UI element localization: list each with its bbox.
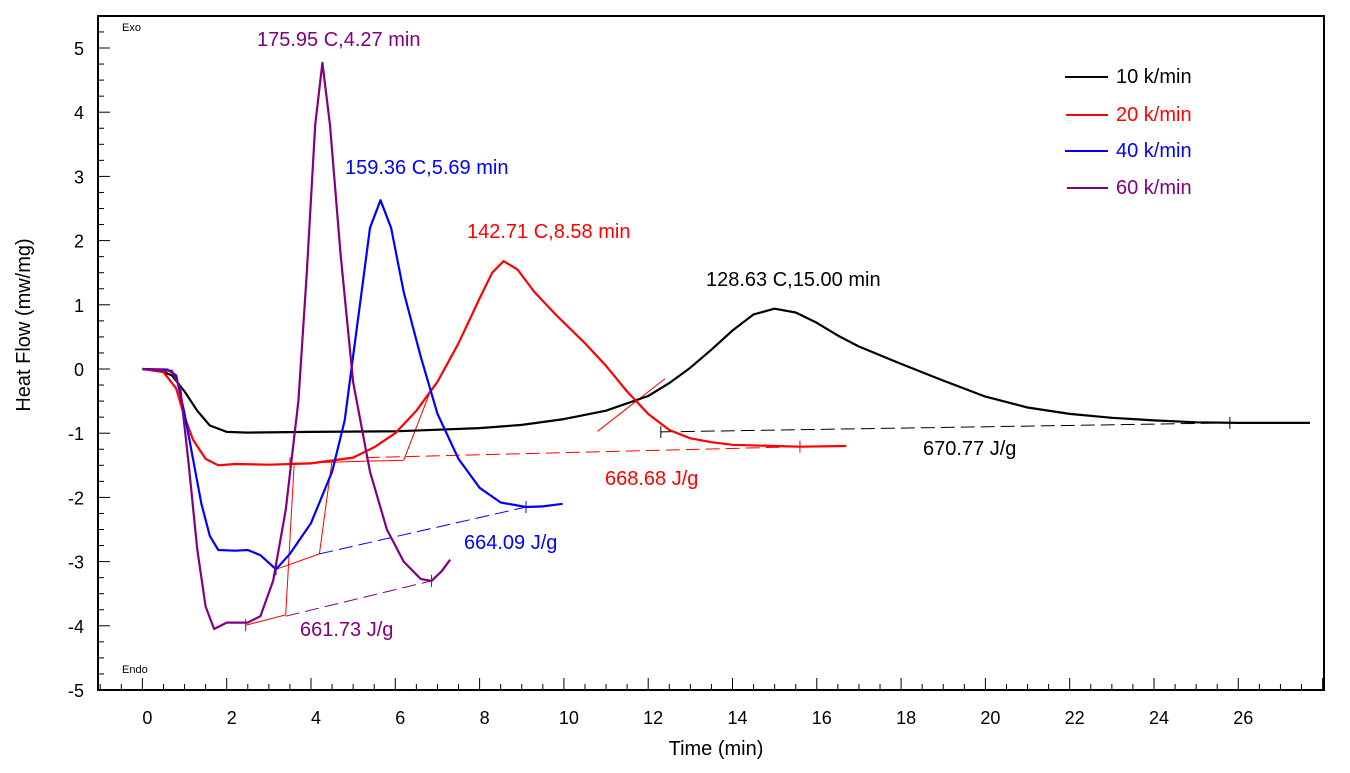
endo-label: Endo (122, 664, 148, 676)
x-tick-label: 20 (980, 708, 1000, 728)
exo-label: Exo (122, 22, 141, 34)
x-tick-label: 14 (727, 708, 747, 728)
x-tick-label: 18 (896, 708, 916, 728)
enthalpy-label-60: 661.73 J/g (300, 619, 393, 641)
x-tick-label: 0 (142, 708, 152, 728)
y-axis-ticks (98, 31, 110, 691)
y-tick-label: -4 (68, 617, 84, 637)
y-tick-label: 2 (74, 232, 84, 252)
x-tick-label: 4 (311, 708, 321, 728)
x-axis-ticks (99, 678, 1324, 690)
enthalpy-label-10: 670.77 J/g (923, 438, 1016, 460)
x-tick-label: 12 (643, 708, 663, 728)
y-tick-label: -3 (68, 553, 84, 573)
y-tick-label: 5 (74, 39, 84, 59)
series-line-60 (142, 61, 451, 631)
x-tick-label: 8 (480, 708, 490, 728)
baseline-10 (660, 422, 1230, 433)
series-line-20 (142, 260, 847, 467)
baselines (285, 422, 1230, 617)
legend-label-10: 10 k/min (1116, 66, 1192, 88)
y-tick-label: 4 (74, 103, 84, 123)
construction-line (289, 394, 430, 464)
baseline-40 (319, 506, 527, 555)
construction-line (245, 465, 295, 626)
x-tick-label: 22 (1065, 708, 1085, 728)
y-tick-label: 0 (74, 360, 84, 380)
legend-label-20: 20 k/min (1116, 104, 1192, 126)
x-tick-label: 6 (395, 708, 405, 728)
x-tick-label: 16 (812, 708, 832, 728)
enthalpy-label-40: 664.09 J/g (464, 532, 557, 554)
x-axis-tick-labels: 0 2 4 6 8 10 12 14 16 18 20 22 24 26 (142, 708, 1253, 728)
enthalpy-label-20: 668.68 J/g (605, 468, 698, 490)
x-tick-label: 10 (559, 708, 579, 728)
peak-label-40: 159.36 C,5.69 min (345, 157, 508, 179)
y-tick-label: 1 (74, 296, 84, 316)
peak-label-20: 142.71 C,8.58 min (467, 221, 630, 243)
baseline-20 (365, 446, 800, 459)
peak-label-60: 175.95 C,4.27 min (257, 29, 420, 51)
y-tick-label: 3 (74, 167, 84, 187)
construction-lines (245, 378, 666, 626)
legend: 10 k/min 20 k/min 40 k/min 60 k/min (1065, 66, 1192, 199)
x-tick-label: 26 (1233, 708, 1253, 728)
legend-label-60: 60 k/min (1116, 177, 1192, 199)
y-tick-label: -2 (68, 488, 84, 508)
series-lines (142, 61, 1310, 631)
x-tick-label: 2 (227, 708, 237, 728)
y-axis-title: Heat Flow (mw/mg) (13, 238, 35, 411)
x-axis-title: Time (min) (669, 738, 764, 760)
series-line-40 (142, 199, 563, 571)
baseline-markers (245, 416, 1231, 632)
series-line-10 (142, 307, 1310, 434)
y-tick-label: -5 (68, 681, 84, 701)
legend-label-40: 40 k/min (1116, 140, 1192, 162)
x-tick-label: 24 (1149, 708, 1169, 728)
construction-line (597, 378, 666, 432)
baseline-60 (285, 580, 432, 617)
y-axis-tick-labels: -5 -4 -3 -2 -1 0 1 2 3 4 5 (68, 39, 84, 701)
peak-label-10: 128.63 C,15.00 min (706, 269, 881, 291)
y-tick-label: -1 (68, 424, 84, 444)
